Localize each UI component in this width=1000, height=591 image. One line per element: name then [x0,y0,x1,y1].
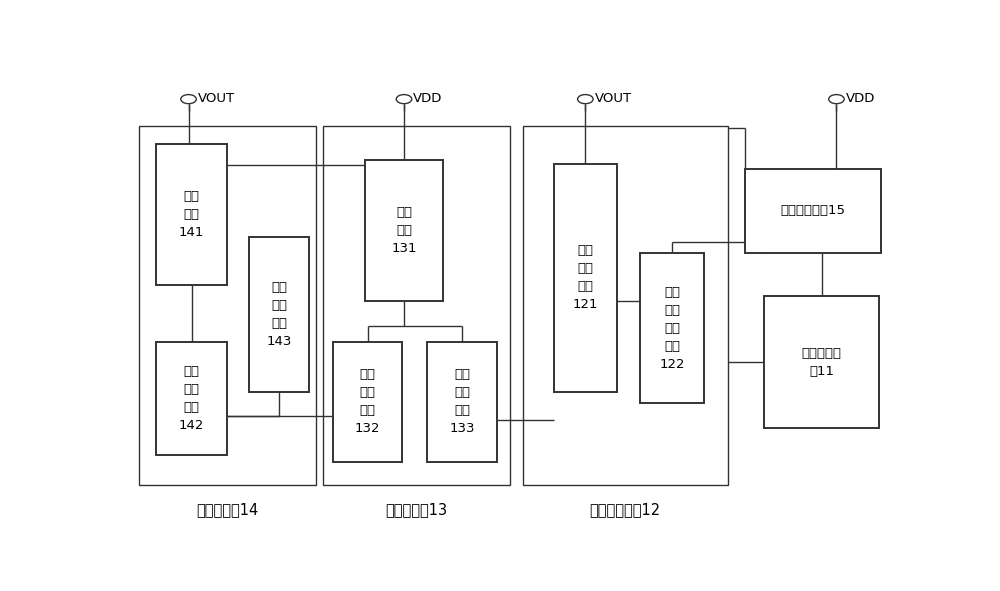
Text: VOUT: VOUT [595,92,632,105]
Bar [333,342,402,462]
Text: 假负载模块13: 假负载模块13 [385,502,447,517]
Text: 负载
电路
141: 负载 电路 141 [179,190,204,239]
Text: 第二
开关
电路
143: 第二 开关 电路 143 [267,281,292,348]
Text: 环路反馈模块15: 环路反馈模块15 [780,204,845,217]
Text: 电压反馈模块12: 电压反馈模块12 [590,502,661,517]
Bar [249,237,309,392]
Bar [365,160,443,301]
Bar [523,125,728,485]
Text: 信号
接收
电路
132: 信号 接收 电路 132 [355,368,380,436]
Text: VOUT: VOUT [198,92,235,105]
Bar [323,125,510,485]
Bar [156,144,227,285]
Text: 电流反馈模
块11: 电流反馈模 块11 [802,347,842,378]
Text: VDD: VDD [413,92,443,105]
Text: 第一
开关
电路
142: 第一 开关 电路 142 [179,365,204,432]
Text: 分压
电路
131: 分压 电路 131 [391,206,417,255]
Bar [156,342,227,456]
Bar [640,253,704,403]
Bar [554,164,617,392]
Bar [764,296,879,428]
Text: 假负载模块14: 假负载模块14 [196,502,258,517]
Bar [745,169,881,253]
Text: 第一
运算
放大
电路
122: 第一 运算 放大 电路 122 [659,285,685,371]
Bar [139,125,316,485]
Text: VDD: VDD [846,92,875,105]
Text: 第三
开关
电路
133: 第三 开关 电路 133 [449,368,475,436]
Text: 电压
采样
电路
121: 电压 采样 电路 121 [573,245,598,311]
Bar [427,342,497,462]
